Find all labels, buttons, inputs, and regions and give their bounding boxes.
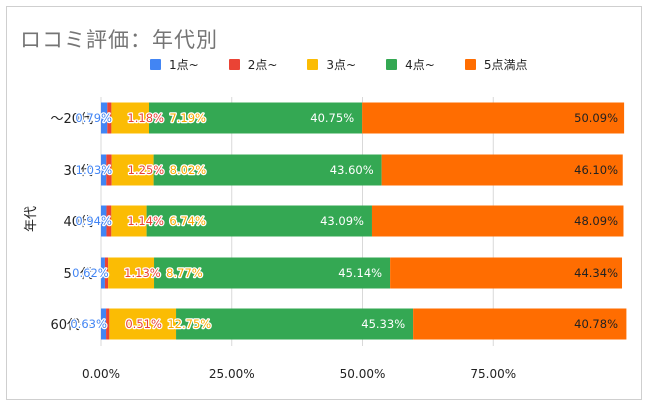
legend-label-1: 1点~	[169, 58, 199, 72]
legend-item-1[interactable]: 1点~	[150, 56, 199, 73]
bar-5-1	[362, 102, 625, 134]
bar-4-1	[149, 102, 363, 134]
data-label-extra: 1.13%	[124, 266, 161, 280]
data-label-s3: 12.75%	[167, 317, 211, 331]
legend-swatch-3	[307, 59, 319, 70]
legend-item-5[interactable]: 5点満点	[464, 56, 528, 73]
category-label: 50代	[63, 267, 93, 282]
data-label-s4: 45.33%	[361, 317, 405, 331]
x-tick-label: 0.00%	[82, 367, 120, 381]
data-label-s4: 43.60%	[330, 163, 374, 177]
bar-5-3	[371, 205, 624, 237]
bar-5-4	[390, 257, 623, 289]
bar-2-3	[106, 205, 112, 237]
bar-2-4	[104, 257, 109, 289]
bar-3-4	[108, 257, 155, 289]
data-label-s3: 7.19%	[169, 111, 206, 125]
x-tick-label: 50.00%	[340, 367, 386, 381]
legend-swatch-1	[150, 59, 161, 70]
data-label-s2: 0.79%	[75, 111, 112, 125]
data-label-s5: 48.09%	[574, 214, 618, 228]
bar-1-4	[101, 257, 105, 289]
bar-1-5	[101, 308, 107, 340]
legend-swatch-4	[386, 59, 398, 70]
data-label-s2: 1.03%	[76, 163, 113, 177]
data-label-s4: 43.09%	[320, 214, 364, 228]
bar-3-1	[111, 102, 150, 134]
bar-4-5	[176, 308, 414, 340]
legend-label-5: 5点満点	[483, 58, 528, 72]
bar-1-2	[101, 154, 107, 186]
bar-5-5	[413, 308, 627, 340]
x-tick-label: 75.00%	[470, 367, 516, 381]
legend-swatch-2	[228, 59, 240, 70]
data-label-s5: 46.10%	[574, 163, 618, 177]
legend-swatch-5	[464, 59, 476, 70]
data-label-extra: 1.25%	[128, 163, 165, 177]
x-tick-label: 25.00%	[209, 367, 255, 381]
bar-2-1	[107, 102, 112, 134]
bar-4-3	[146, 205, 372, 237]
data-label-s3: 8.77%	[166, 266, 203, 280]
bar-2-2	[106, 154, 112, 186]
legend-item-3[interactable]: 3点~	[307, 56, 356, 73]
bar-1-3	[101, 205, 107, 237]
bar-3-3	[111, 205, 147, 237]
data-label-extra: 0.51%	[125, 317, 162, 331]
data-label-s2: 0.94%	[75, 214, 112, 228]
data-label-s4: 45.14%	[338, 266, 382, 280]
legend-item-4[interactable]: 4点~	[386, 56, 435, 73]
legend-label-2: 2点~	[247, 58, 278, 72]
chart-title: ロコミ評価：年代別	[20, 28, 218, 52]
data-label-s2: 0.62%	[72, 266, 109, 280]
data-label-s3: 6.74%	[169, 214, 206, 228]
legend-label-4: 4点~	[405, 58, 435, 72]
data-label-s5: 50.09%	[574, 111, 618, 125]
category-label: 60代～	[50, 318, 93, 333]
bar-3-2	[111, 154, 154, 186]
bar-4-4	[154, 257, 391, 289]
category-label: 30代	[63, 164, 93, 179]
legend-item-2[interactable]: 2点~	[228, 56, 278, 73]
bar-5-2	[381, 154, 623, 186]
data-label-s5: 44.34%	[574, 266, 618, 280]
category-label: 40代	[63, 215, 93, 230]
bar-2-5	[106, 308, 110, 340]
data-label-s3: 8.02%	[170, 163, 207, 177]
data-label-s4: 40.75%	[310, 111, 354, 125]
data-label-extra: 1.14%	[127, 214, 164, 228]
bar-1-1	[101, 102, 108, 134]
category-label: ～20代	[50, 112, 93, 127]
bar-3-5	[109, 308, 177, 340]
data-label-s5: 40.78%	[574, 317, 618, 331]
bar-4-2	[153, 154, 382, 186]
data-label-s2: 0.63%	[70, 317, 107, 331]
legend: 1点~ 2点~ 3点~ 4点~ 5点満点	[150, 56, 557, 73]
legend-label-3: 3点~	[326, 58, 357, 72]
data-label-extra: 1.18%	[127, 111, 164, 125]
